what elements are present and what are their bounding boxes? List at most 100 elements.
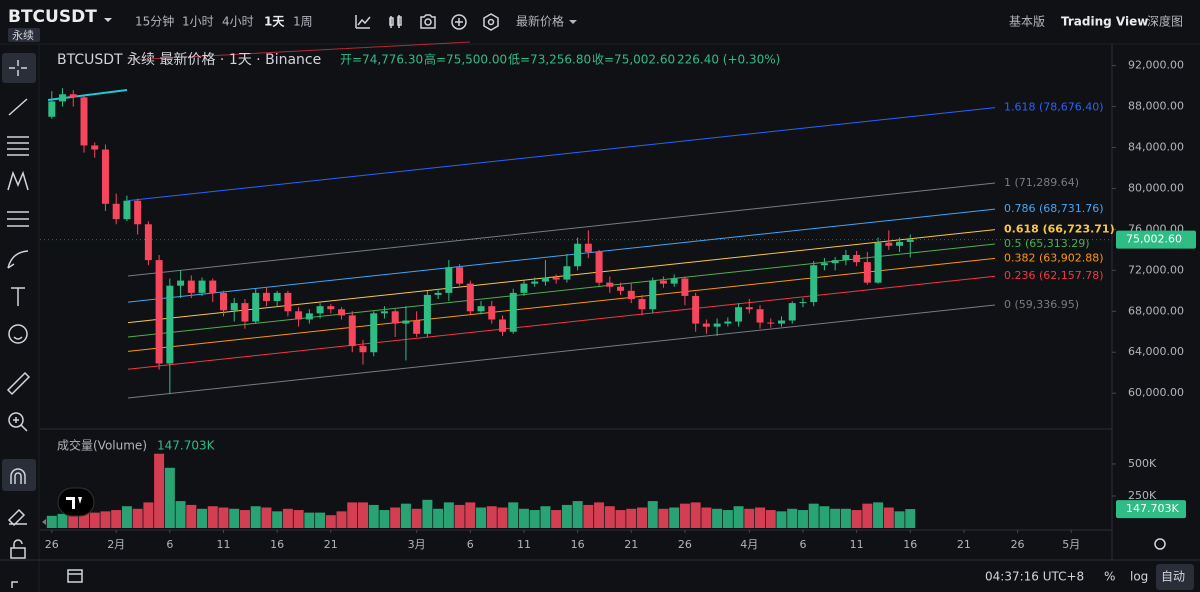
candle-body — [219, 292, 227, 311]
lock-shackle — [13, 539, 23, 548]
candle-body — [842, 254, 850, 261]
x-tick-label: 26 — [1011, 538, 1025, 551]
candle-body — [896, 241, 904, 246]
candle-body — [155, 260, 163, 364]
calendar-icon[interactable] — [67, 569, 83, 583]
candle-body — [692, 295, 700, 324]
volume-bar — [186, 504, 197, 528]
volume-bar — [776, 511, 787, 528]
interval[interactable]: 15分钟 — [135, 14, 174, 29]
emoji-smile — [13, 336, 23, 340]
chart-title: BTCUSDT 永续 最新价格 · 1天 · Binance — [57, 51, 321, 68]
volume-bar — [615, 510, 626, 528]
volume-bar — [508, 502, 519, 528]
y-tick-label: 64,000.00 — [1128, 345, 1184, 358]
interval[interactable]: 1天 — [264, 15, 285, 29]
candle-body — [177, 280, 185, 286]
candle-body — [187, 280, 195, 293]
volume-bar — [368, 504, 379, 528]
x-tick-label: 6 — [799, 538, 806, 551]
last-price-tag — [1116, 230, 1196, 249]
volume-bar — [175, 501, 186, 528]
pattern-tool[interactable] — [7, 170, 29, 191]
volume-bar — [518, 508, 529, 528]
ohlc-close: 收=75,002.60 — [592, 53, 675, 67]
view-option[interactable]: 基本版 — [1009, 15, 1045, 29]
x-tick-label: 21 — [624, 538, 638, 551]
zoom-tool[interactable] — [8, 412, 24, 428]
fib-line — [127, 243, 996, 338]
volume-bar — [883, 507, 894, 528]
x-tick-label: 26 — [678, 538, 692, 551]
price-type-caret[interactable] — [569, 20, 577, 24]
lock-draw-tool[interactable] — [7, 508, 27, 527]
x-tick-label: 16 — [270, 538, 284, 551]
candle-body — [874, 242, 882, 283]
auto-button[interactable]: 自动 — [1161, 570, 1185, 584]
drawn-trendline[interactable] — [129, 41, 471, 61]
symbol-caret[interactable] — [104, 18, 112, 22]
volume-bar — [561, 504, 572, 528]
candle-body — [59, 94, 67, 102]
candle-body — [767, 322, 775, 324]
candle-body — [466, 283, 474, 312]
interval[interactable]: 1周 — [293, 15, 313, 29]
camera-icon[interactable] — [420, 14, 436, 29]
brush-tool[interactable] — [7, 250, 29, 269]
chart-type-icon[interactable] — [389, 15, 402, 28]
view-option[interactable]: 深度图 — [1147, 14, 1183, 29]
delete-tool[interactable] — [11, 581, 18, 588]
view-option[interactable]: Trading View — [1061, 15, 1148, 29]
lock-tool[interactable] — [10, 547, 26, 559]
candle-body — [745, 307, 753, 310]
candle-body — [788, 303, 796, 321]
logo-mark — [66, 497, 82, 509]
candle-body — [166, 285, 174, 364]
log-button[interactable]: log — [1130, 570, 1148, 584]
magnet-tool[interactable] — [10, 468, 26, 484]
indicator-icon[interactable] — [355, 15, 371, 29]
volume-bar — [325, 515, 336, 528]
volume-bar — [873, 502, 884, 528]
ruler-tool[interactable] — [6, 371, 31, 396]
volume-bar — [722, 510, 733, 528]
percent-button[interactable]: % — [1104, 570, 1115, 584]
fib-tool[interactable] — [7, 136, 29, 156]
volume-bar — [604, 506, 615, 528]
trendline-tool[interactable] — [8, 98, 28, 116]
volume-bar — [315, 512, 326, 528]
interval[interactable]: 4小时 — [222, 15, 254, 29]
text-tool[interactable] — [11, 287, 25, 306]
candle-body — [885, 242, 893, 246]
volume-bar — [336, 511, 347, 528]
toolbar — [2, 53, 36, 588]
x-tick-label: 21 — [324, 538, 338, 551]
candle-body — [477, 306, 485, 312]
volume-bar — [154, 453, 165, 528]
add-icon[interactable] — [451, 14, 467, 30]
candle-body — [531, 281, 539, 284]
candle-body — [241, 303, 249, 322]
emoji-tool[interactable] — [8, 324, 28, 344]
settings-dot — [487, 18, 495, 26]
projection-tool[interactable] — [7, 211, 29, 227]
fib-label: 0 (59,336.95) — [1004, 298, 1079, 311]
candle-body — [123, 200, 131, 220]
y-tick-label: 72,000.00 — [1128, 263, 1184, 276]
collapse-arrow[interactable] — [42, 519, 46, 525]
crosshair-tool[interactable] — [9, 60, 27, 76]
volume-bar — [744, 508, 755, 528]
x-tick-label: 6 — [467, 538, 474, 551]
volume-bar — [121, 506, 132, 528]
candle-body — [638, 299, 646, 310]
axis-settings[interactable] — [1154, 538, 1166, 550]
candle-body — [831, 260, 839, 264]
y-tick-label: 60,000.00 — [1128, 386, 1184, 399]
symbol[interactable]: BTCUSDT — [8, 7, 97, 27]
interval[interactable]: 1小时 — [182, 15, 214, 29]
volume-bar — [282, 508, 293, 528]
fib-label: 0.382 (63,902.88) — [1004, 251, 1104, 264]
settings-icon[interactable] — [483, 13, 499, 31]
badge-bg — [8, 28, 40, 42]
price-type[interactable]: 最新价格 — [516, 14, 564, 29]
